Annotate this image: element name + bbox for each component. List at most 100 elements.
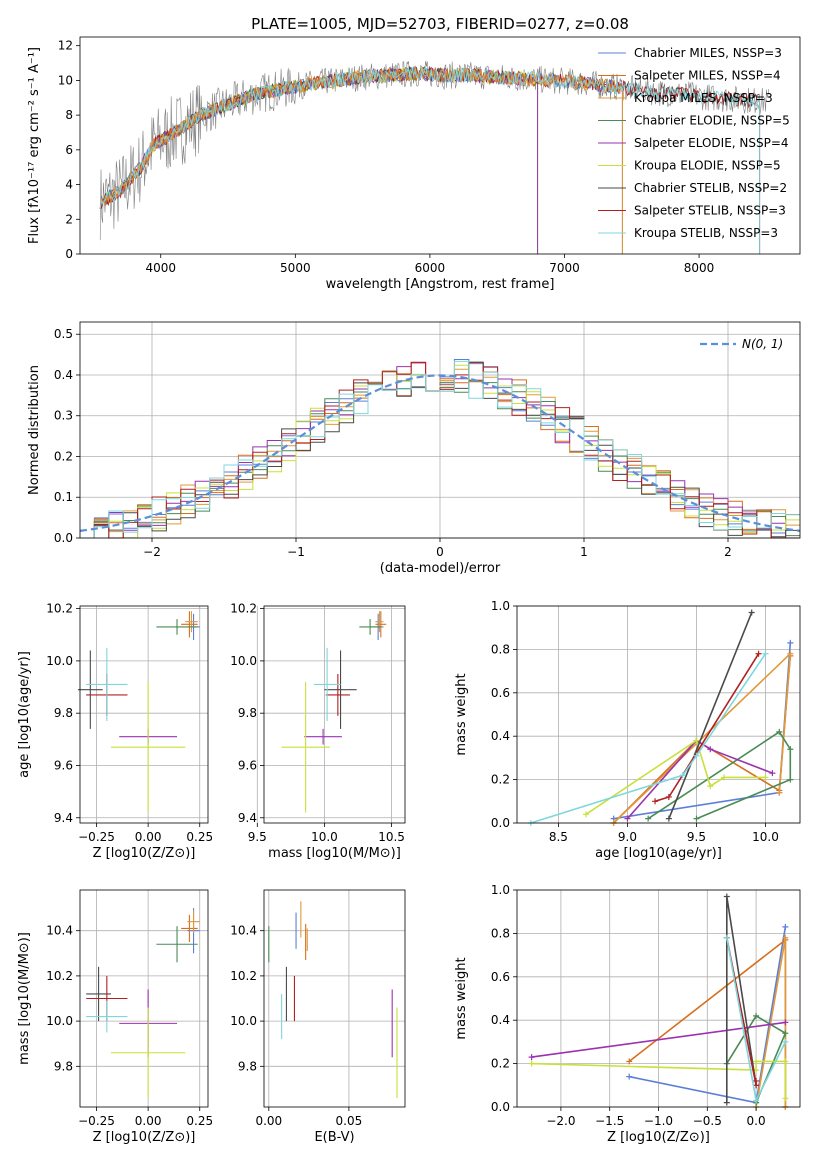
legend-label: Chabrier STELIB, NSSP=2 [634, 181, 787, 195]
weight-line-krou_stelib [530, 653, 767, 824]
y-tick-label: 0.8 [491, 926, 510, 940]
weight-marker-krou_stelib [762, 650, 769, 657]
legend-label: Chabrier MILES, NSSP=3 [634, 46, 782, 60]
plot-area-1 [79, 322, 801, 539]
y-tick-label: 10.0 [230, 654, 257, 668]
y-tick-label: 0.8 [491, 642, 510, 656]
y-tick-label: 10 [58, 73, 73, 87]
spectrum-title: PLATE=1005, MJD=52703, FIBERID=0277, z=0… [251, 15, 629, 33]
weight-marker-chab_elodie [782, 1030, 789, 1037]
y-tick-label: 8 [65, 108, 73, 122]
y-axis-label: mass [log10(M/M⊙)] [17, 932, 32, 1065]
y-tick-label: 9.8 [238, 706, 257, 720]
legend-label: Kroupa ELODIE, NSSP=5 [634, 159, 781, 173]
y-tick-label: 10.2 [46, 969, 73, 983]
legend-label: Salpeter ELODIE, NSSP=4 [634, 136, 789, 150]
x-tick-label: −1.5 [595, 1114, 624, 1128]
weight-marker-salp_miles [626, 1058, 633, 1065]
y-tick-label: 1.0 [491, 599, 510, 613]
legend-label: Salpeter STELIB, NSSP=3 [634, 204, 786, 218]
weight-line-chab_stelib [668, 612, 753, 819]
y-tick-label: 0 [65, 247, 73, 261]
x-tick-label: 0.00 [135, 1114, 162, 1128]
x-tick-label: 0.25 [186, 1114, 213, 1128]
axes-frame [516, 889, 801, 1108]
weight-marker-chab_elodie [693, 815, 700, 822]
x-tick-label: −0.25 [78, 1114, 115, 1128]
panel-3: 9.5 10.0 10.5 9.4 9.6 9.8 10.0 10.2 mass [log10(… [230, 602, 406, 861]
y-tick-label: 0.6 [491, 970, 510, 984]
weight-marker-chab_stelib [723, 893, 730, 900]
weight-marker-krou_stelib [679, 772, 686, 779]
weight-marker-krou_elodie [762, 774, 769, 781]
x-tick-label: 8000 [684, 261, 715, 275]
x-axis-label: E(B-V) [314, 1130, 354, 1145]
weight-marker-krou_stelib [723, 934, 730, 941]
weight-marker-chab_miles [787, 639, 794, 646]
weight-marker-krou_miles [776, 789, 783, 796]
x-tick-label: 0.00 [255, 1114, 282, 1128]
y-tick-label: 10.4 [46, 924, 73, 938]
gaussian-curve [79, 374, 801, 532]
y-tick-label: 10.4 [230, 924, 257, 938]
plot-area-5 [80, 890, 208, 1107]
model-spectrum-salp_elodie [99, 66, 539, 254]
x-tick-label: 0.25 [186, 830, 213, 844]
weight-marker-salp_elodie [769, 770, 776, 777]
weight-marker-chab_elodie [787, 746, 794, 753]
weight-marker-salp_elodie [782, 1019, 789, 1026]
plot-area-4 [517, 605, 800, 826]
y-tick-label: 10.0 [46, 654, 73, 668]
axes-frame [79, 36, 801, 255]
model-spectrum-chab_elodie [99, 65, 539, 254]
y-tick-label: 2 [65, 212, 73, 226]
x-tick-label: −2 [143, 545, 161, 559]
y-tick-label: 1.0 [491, 883, 510, 897]
x-tick-label: −0.5 [693, 1114, 722, 1128]
weight-marker-chab_stelib [723, 1099, 730, 1106]
panel-1: −2 −1 0 1 2 0.0 0.1 0.2 0.3 0.4 0.5 (data-model)/er… [27, 321, 801, 576]
y-axis-label: Flux [fλ10⁻¹⁷ erg cm⁻² s⁻¹ A⁻¹] [27, 47, 42, 244]
weight-marker-krou_stelib [693, 752, 700, 759]
y-tick-label: 0.0 [54, 531, 73, 545]
panel-2: −0.25 0.00 0.25 9.4 9.6 9.8 10.0 10.2 Z [log10(Z… [17, 602, 213, 861]
x-tick-label: 0.05 [336, 1114, 363, 1128]
y-axis-label: age [log10(age/yr)] [17, 651, 32, 778]
y-tick-label: 10.2 [230, 969, 257, 983]
weight-marker-chab_elodie [753, 1012, 760, 1019]
x-tick-label: 9.5 [248, 830, 267, 844]
plot-area-7 [517, 889, 800, 1110]
panel-6: 0.00 0.05 9.8 10.0 10.2 10.4 E(B-V) [230, 889, 406, 1145]
y-tick-label: 0.5 [54, 327, 73, 341]
x-tick-label: 5000 [280, 261, 311, 275]
plot-area-2 [77, 606, 208, 823]
weight-marker-salp_stelib [755, 650, 762, 657]
weight-marker-salp_elodie [707, 746, 714, 753]
y-tick-label: 9.8 [54, 1059, 73, 1073]
y-tick-label: 12 [58, 39, 73, 53]
weight-marker-salp_stelib [753, 1077, 760, 1084]
model-spectrum-krou_stelib [99, 66, 761, 254]
x-axis-label: Z [log10(Z/Z⊙)] [93, 1130, 196, 1145]
panel-0: 4000 5000 6000 7000 8000 0 2 4 6 8 10 12 wavelength … [27, 36, 801, 292]
x-tick-label: 0 [436, 545, 444, 559]
weight-marker-krou_elodie [721, 774, 728, 781]
y-tick-label: 4 [65, 178, 73, 192]
y-axis-label: Normed distribution [27, 365, 42, 495]
weight-line-chab_miles [613, 642, 792, 820]
model-spectrum-krou_miles [99, 66, 623, 254]
x-tick-label: 7000 [549, 261, 580, 275]
weight-marker-krou_miles [787, 650, 794, 657]
x-tick-label: 9.5 [687, 830, 706, 844]
axes-frame [79, 605, 209, 824]
x-tick-label: 2 [724, 545, 732, 559]
y-tick-label: 0.4 [491, 729, 510, 743]
x-tick-label: 10.0 [752, 830, 779, 844]
x-tick-label: 0.0 [747, 1114, 766, 1128]
axes-frame [79, 321, 801, 539]
x-axis-label: (data-model)/error [380, 561, 501, 576]
y-tick-label: 9.8 [54, 706, 73, 720]
x-tick-label: −2.0 [546, 1114, 575, 1128]
weight-marker-chab_elodie [787, 776, 794, 783]
